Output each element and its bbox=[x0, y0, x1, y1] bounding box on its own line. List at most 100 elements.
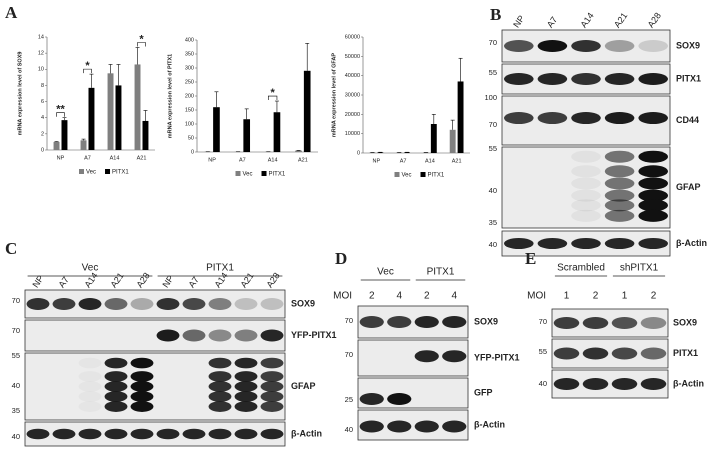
moi-value: 2 bbox=[369, 291, 375, 302]
moi-value: 2 bbox=[651, 291, 657, 302]
band bbox=[604, 238, 635, 249]
band bbox=[582, 378, 609, 390]
y-tick-label: 10000 bbox=[345, 131, 360, 137]
moi-label: MOI bbox=[527, 291, 546, 302]
bar bbox=[115, 85, 122, 150]
band bbox=[414, 316, 439, 328]
band bbox=[611, 317, 638, 329]
band bbox=[234, 391, 258, 402]
protein-label: SOX9 bbox=[474, 316, 498, 326]
lane-label: A28 bbox=[264, 271, 281, 290]
y-tick-label: 400 bbox=[185, 37, 194, 43]
moi-label: MOI bbox=[333, 291, 352, 302]
lane-label: A14 bbox=[578, 11, 595, 30]
marker-label: 40 bbox=[345, 425, 353, 434]
y-tick-label: 200 bbox=[185, 93, 194, 99]
y-tick-label: 10 bbox=[38, 67, 44, 73]
significance-bracket bbox=[137, 42, 146, 47]
band bbox=[234, 298, 258, 310]
band bbox=[582, 317, 609, 329]
x-tick-label: A14 bbox=[425, 158, 435, 164]
moi-value: 2 bbox=[593, 291, 599, 302]
y-tick-label: 40000 bbox=[345, 73, 360, 79]
marker-label: 70 bbox=[489, 38, 497, 47]
band bbox=[208, 391, 232, 402]
band bbox=[611, 347, 638, 360]
band bbox=[638, 189, 668, 202]
y-tick-label: 300 bbox=[185, 65, 194, 71]
band bbox=[604, 177, 635, 190]
band bbox=[182, 298, 206, 310]
bar bbox=[430, 124, 437, 153]
band bbox=[208, 381, 232, 392]
band bbox=[571, 199, 601, 212]
band bbox=[553, 378, 580, 390]
marker-label: 70 bbox=[12, 296, 20, 305]
y-tick-label: 100 bbox=[185, 121, 194, 127]
marker-label: 40 bbox=[12, 432, 20, 441]
legend-label: Vec bbox=[402, 173, 412, 179]
bar bbox=[273, 112, 281, 152]
y-tick-label: 50 bbox=[188, 135, 194, 141]
band bbox=[260, 391, 284, 402]
band bbox=[130, 371, 154, 382]
band bbox=[387, 393, 412, 405]
band bbox=[638, 112, 668, 125]
protein-label: PITX1 bbox=[673, 348, 698, 358]
band bbox=[208, 371, 232, 382]
band bbox=[571, 112, 601, 125]
significance-bracket bbox=[56, 112, 65, 117]
panel-label: D bbox=[335, 249, 347, 268]
x-tick-label: A14 bbox=[268, 157, 278, 163]
y-tick-label: 150 bbox=[185, 107, 194, 113]
legend-swatch bbox=[79, 169, 84, 174]
band bbox=[537, 40, 568, 52]
y-tick-label: 6 bbox=[41, 99, 44, 105]
moi-value: 1 bbox=[622, 291, 628, 302]
protein-label: β-Actin bbox=[291, 428, 322, 438]
band bbox=[359, 420, 384, 433]
band bbox=[104, 391, 128, 402]
legend-label: Vec bbox=[243, 172, 253, 178]
x-tick-label: A21 bbox=[452, 158, 462, 164]
y-tick-label: 2 bbox=[41, 131, 44, 137]
bar bbox=[53, 141, 60, 150]
marker-label: 70 bbox=[345, 316, 353, 325]
band bbox=[571, 209, 601, 222]
band bbox=[79, 381, 102, 392]
band bbox=[104, 357, 128, 369]
panel-label: B bbox=[490, 5, 501, 24]
marker-label: 70 bbox=[345, 350, 353, 359]
band bbox=[260, 357, 284, 369]
marker-label: 40 bbox=[12, 381, 20, 390]
lane-label: A28 bbox=[134, 271, 151, 290]
protein-label: SOX9 bbox=[676, 40, 700, 50]
y-tick-label: 0 bbox=[41, 147, 44, 153]
marker-label: 35 bbox=[489, 218, 497, 227]
band bbox=[234, 371, 258, 382]
lane-label: A7 bbox=[186, 275, 201, 290]
band bbox=[208, 357, 232, 369]
band bbox=[640, 378, 667, 390]
band bbox=[638, 177, 668, 190]
x-tick-label: A21 bbox=[298, 157, 308, 163]
legend-label: PITX1 bbox=[112, 170, 129, 176]
band bbox=[156, 329, 180, 342]
bar bbox=[61, 120, 68, 150]
protein-label: YFP-PITX1 bbox=[291, 330, 337, 340]
x-tick-label: NP bbox=[57, 155, 65, 161]
band bbox=[611, 378, 638, 390]
moi-value: 4 bbox=[396, 291, 402, 302]
band bbox=[260, 329, 284, 342]
band bbox=[104, 428, 128, 440]
band bbox=[104, 371, 128, 382]
band bbox=[640, 317, 667, 329]
bar bbox=[142, 120, 149, 150]
band bbox=[260, 401, 284, 412]
y-axis-label: mRNA expression level of PITX1 bbox=[167, 54, 173, 138]
marker-label: 25 bbox=[345, 395, 353, 404]
band bbox=[504, 73, 534, 85]
band bbox=[571, 189, 601, 202]
x-tick-label: A7 bbox=[239, 157, 246, 163]
legend-label: PITX1 bbox=[269, 172, 286, 178]
